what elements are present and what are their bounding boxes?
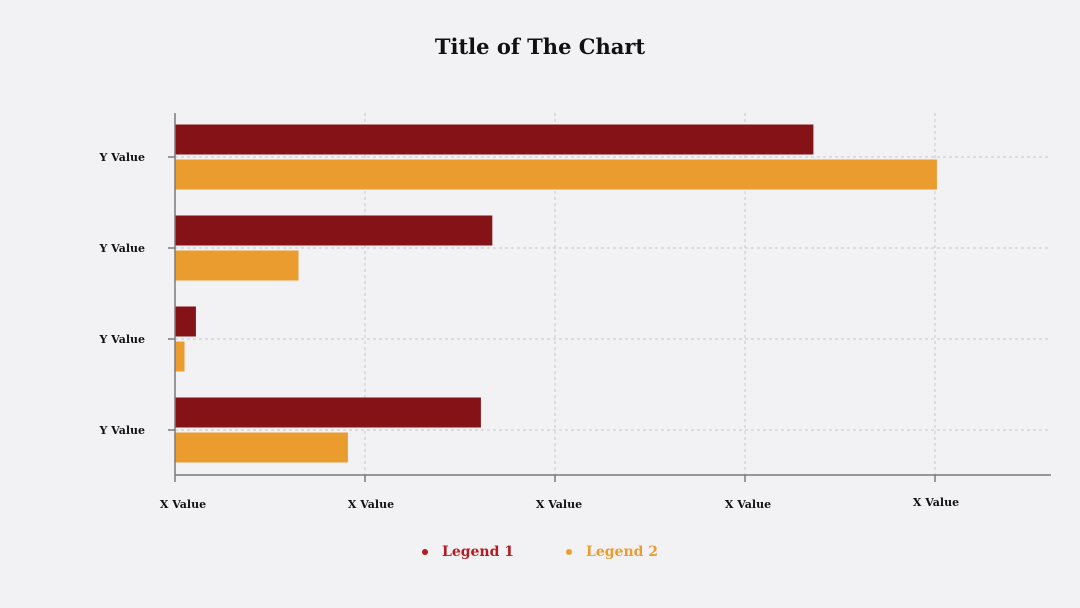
chart-title: Title of The Chart <box>434 34 646 59</box>
bars <box>175 124 937 463</box>
bar-series-2-row-3[interactable] <box>175 341 185 372</box>
x-tick-label: X Value <box>536 498 582 511</box>
legend: Legend 1 Legend 2 <box>0 544 1080 560</box>
axes <box>168 113 1051 482</box>
tick-labels: Y Value Y Value Y Value Y Value X Value X Val… <box>98 151 959 511</box>
legend-1-label: Legend 1 <box>441 544 514 560</box>
y-tick-label: Y Value <box>98 151 145 164</box>
bar-series-2-row-1[interactable] <box>175 159 937 190</box>
x-tick-label: X Value <box>913 496 959 509</box>
bar-series-2-row-4[interactable] <box>175 432 348 463</box>
y-tick-label: Y Value <box>98 333 145 346</box>
x-tick-label: X Value <box>160 498 206 511</box>
x-tick-label: X Value <box>725 498 771 511</box>
legend-2-label: Legend 2 <box>586 544 659 560</box>
bar-series-1-row-4[interactable] <box>175 397 481 428</box>
legend-2-dot-icon <box>566 549 572 555</box>
bar-series-2-row-2[interactable] <box>175 250 299 281</box>
legend-item-2[interactable]: Legend 2 <box>566 544 658 560</box>
bar-series-1-row-3[interactable] <box>175 306 196 337</box>
x-tick-label: X Value <box>348 498 394 511</box>
bar-series-1-row-1[interactable] <box>175 124 814 155</box>
y-tick-label: Y Value <box>98 242 145 255</box>
bar-series-1-row-2[interactable] <box>175 215 493 246</box>
legend-item-1[interactable]: Legend 1 <box>421 544 514 560</box>
y-tick-label: Y Value <box>98 424 145 437</box>
legend-1-dot-icon <box>421 549 428 555</box>
